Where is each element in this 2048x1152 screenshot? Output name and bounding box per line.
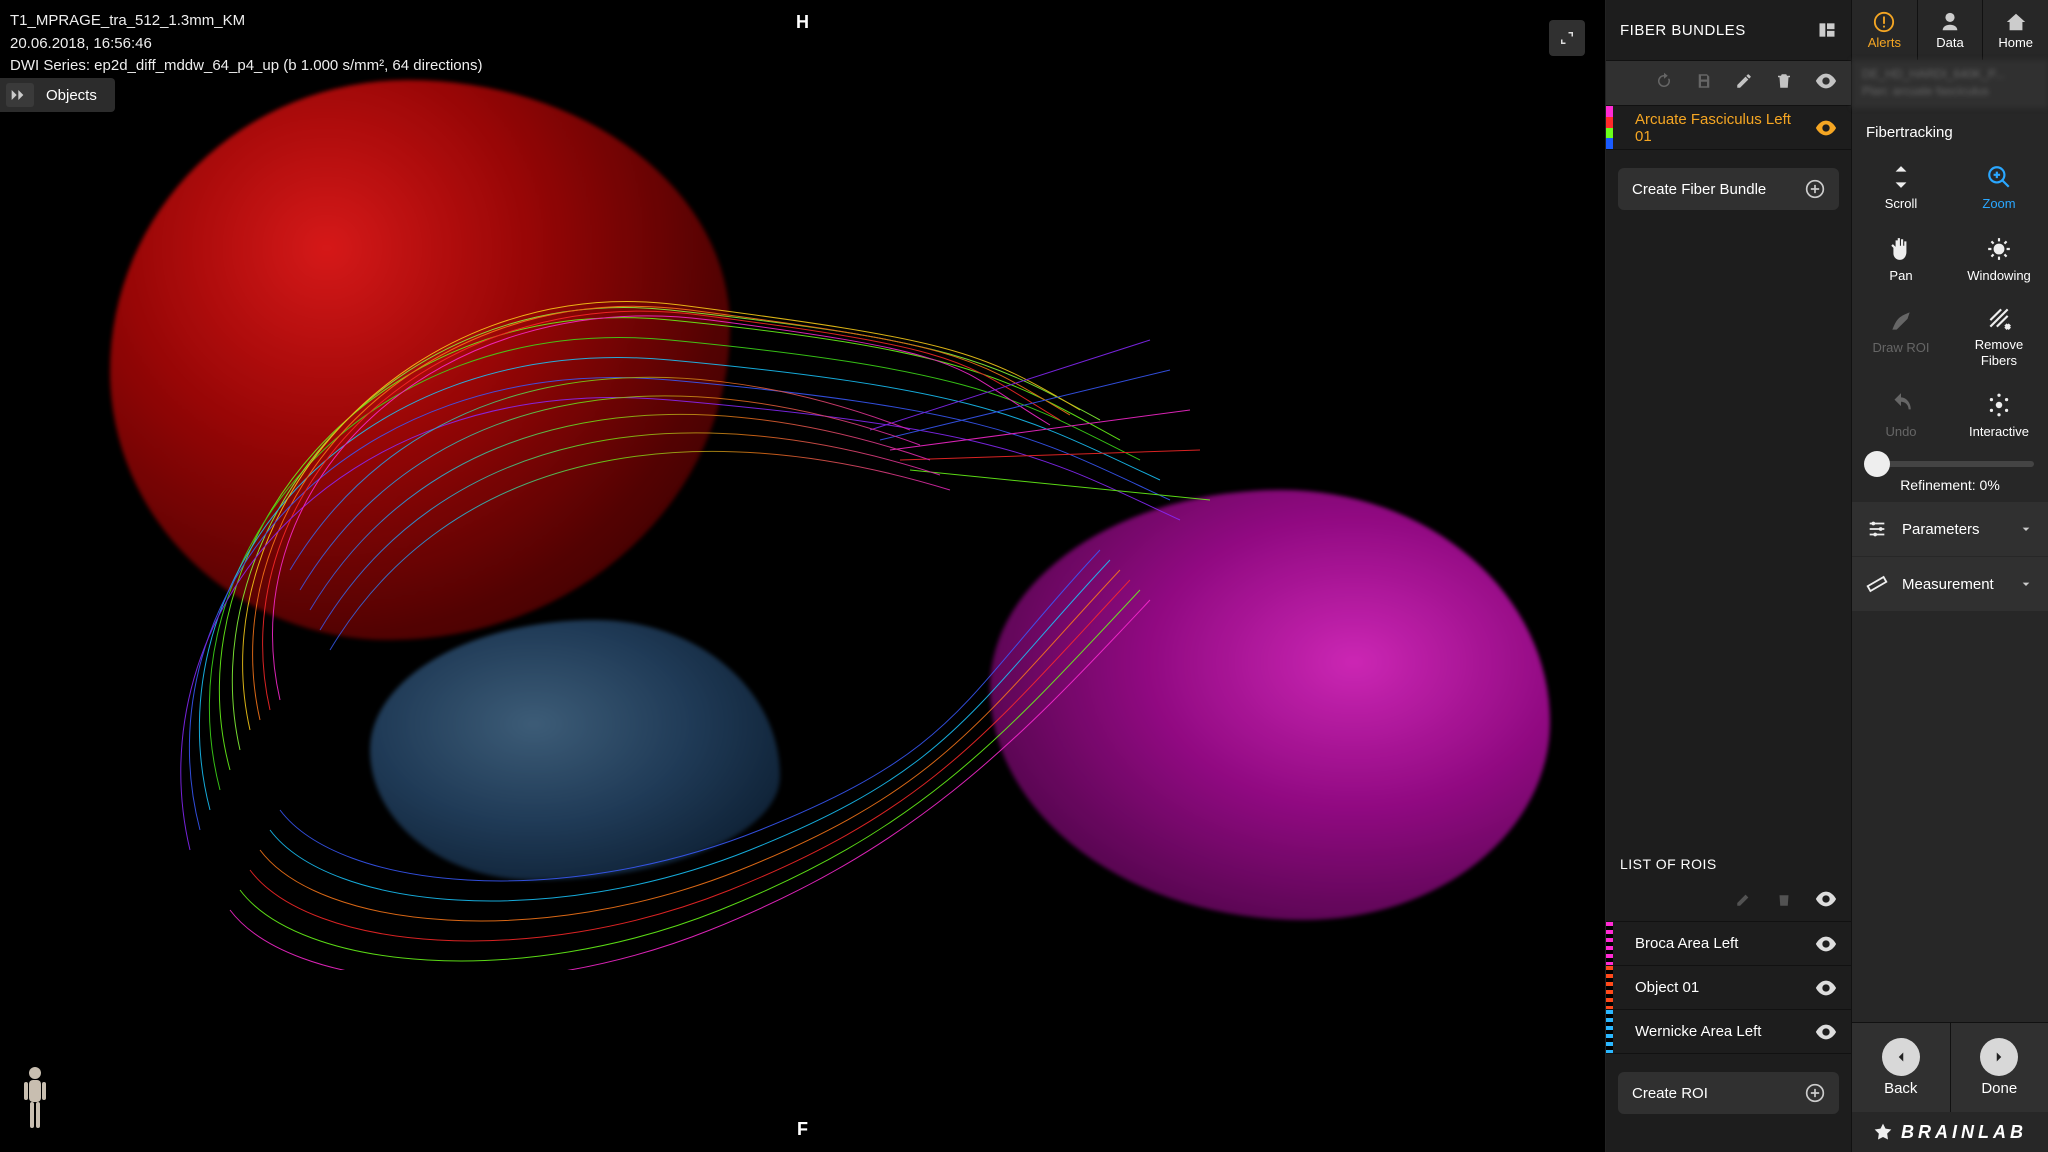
zoom-icon [1986, 164, 2012, 190]
tab-home[interactable]: Home [1982, 0, 2048, 60]
bundle-toolbar [1606, 60, 1851, 106]
tool-zoom[interactable]: Zoom [1950, 151, 2048, 223]
parameters-expander[interactable]: Parameters [1852, 502, 2048, 556]
scroll-icon [1888, 164, 1914, 190]
roi-color-swatch [1606, 966, 1613, 1009]
chevron-right-icon [6, 83, 34, 107]
slider-thumb[interactable] [1864, 451, 1890, 477]
roi-toolbar [1606, 882, 1851, 922]
anatomy-volume-blue [370, 620, 780, 880]
brand-logo: BRAINLAB [1852, 1112, 2048, 1152]
sliders-icon [1866, 518, 1888, 540]
viewport-3d[interactable]: T1_MPRAGE_tra_512_1.3mm_KM 20.06.2018, 1… [0, 0, 1606, 1152]
anatomy-volume-red [110, 80, 730, 640]
interactive-icon [1986, 392, 2012, 418]
patient-info: DE_HD_HARDI_640K_P... Plan: arcuate fasc… [1852, 60, 2048, 108]
roi-label: Wernicke Area Left [1625, 1023, 1803, 1040]
brainlab-icon [1873, 1122, 1893, 1142]
tool-draw-roi[interactable]: Draw ROI [1852, 295, 1950, 367]
save-button[interactable] [1695, 72, 1713, 95]
bundle-color-rail [1606, 106, 1613, 149]
roi-visibility-button[interactable] [1815, 891, 1837, 912]
series-line1: T1_MPRAGE_tra_512_1.3mm_KM [10, 10, 482, 33]
bundle-label: Arcuate Fasciculus Left 01 [1625, 111, 1803, 145]
done-button[interactable]: Done [1950, 1023, 2048, 1112]
refresh-button[interactable] [1655, 72, 1673, 95]
roi-row[interactable]: Wernicke Area Left [1606, 1010, 1851, 1054]
layout-icon[interactable] [1817, 20, 1837, 40]
anatomy-volume-magenta [990, 490, 1550, 920]
eye-icon[interactable] [1815, 936, 1837, 952]
chevron-right-icon [1990, 1048, 2008, 1066]
tool-windowing[interactable]: Windowing [1950, 223, 2048, 295]
measurement-expander[interactable]: Measurement [1852, 557, 2048, 611]
fiber-bundles-panel: FIBER BUNDLES Arcuate Fasciculus Left 01… [1606, 0, 1852, 1152]
visibility-button[interactable] [1815, 73, 1837, 94]
eye-icon[interactable] [1815, 1024, 1837, 1040]
objects-label: Objects [46, 87, 97, 104]
back-button[interactable]: Back [1852, 1023, 1950, 1112]
ruler-icon [1866, 573, 1888, 595]
windowing-icon [1986, 236, 2012, 262]
chevron-left-icon [1892, 1048, 1910, 1066]
tab-alerts[interactable]: Alerts [1852, 0, 1917, 60]
refinement-slider[interactable]: Refinement: 0% [1852, 451, 2048, 501]
tool-scroll[interactable]: Scroll [1852, 151, 1950, 223]
tool-undo[interactable]: Undo [1852, 379, 1950, 451]
fibertracking-title: Fibertracking [1852, 108, 2048, 151]
bundle-row[interactable]: Arcuate Fasciculus Left 01 [1606, 106, 1851, 150]
plus-circle-icon [1805, 179, 1825, 199]
draw-roi-icon [1888, 308, 1914, 334]
roi-color-swatch [1606, 922, 1613, 965]
home-icon [2005, 11, 2027, 33]
eye-icon[interactable] [1815, 120, 1837, 136]
data-icon [1939, 11, 1961, 33]
roi-row[interactable]: Broca Area Left [1606, 922, 1851, 966]
pan-icon [1888, 236, 1914, 262]
series-line2: 20.06.2018, 16:56:46 [10, 33, 482, 56]
remove-fibers-icon [1986, 305, 2012, 331]
orientation-figure-icon [18, 1064, 52, 1134]
delete-button[interactable] [1775, 72, 1793, 95]
roi-label: Object 01 [1625, 979, 1803, 996]
undo-icon [1888, 392, 1914, 418]
edit-button[interactable] [1735, 72, 1753, 95]
roi-edit-button[interactable] [1735, 890, 1753, 913]
orientation-bottom-label: F [797, 1119, 808, 1140]
expand-icon [1558, 29, 1576, 47]
create-roi-button[interactable]: Create ROI [1618, 1072, 1839, 1114]
refinement-label: Refinement: 0% [1866, 477, 2034, 493]
tab-data[interactable]: Data [1917, 0, 1983, 60]
rois-title: LIST OF ROIS [1606, 838, 1851, 882]
orientation-top-label: H [796, 12, 809, 33]
roi-row[interactable]: Object 01 [1606, 966, 1851, 1010]
eye-icon[interactable] [1815, 980, 1837, 996]
roi-color-swatch [1606, 1010, 1613, 1053]
objects-drawer-toggle[interactable]: Objects [0, 78, 115, 112]
create-roi-label: Create ROI [1632, 1085, 1708, 1102]
chevron-down-icon [2018, 576, 2034, 592]
series-line3: DWI Series: ep2d_diff_mddw_64_p4_up (b 1… [10, 55, 482, 78]
tool-pan[interactable]: Pan [1852, 223, 1950, 295]
plus-circle-icon [1805, 1083, 1825, 1103]
tool-interactive[interactable]: Interactive [1950, 379, 2048, 451]
create-bundle-label: Create Fiber Bundle [1632, 181, 1766, 198]
fiber-bundles-title: FIBER BUNDLES [1620, 22, 1746, 39]
fullscreen-toggle-button[interactable] [1549, 20, 1585, 56]
roi-delete-button[interactable] [1775, 890, 1793, 913]
series-info: T1_MPRAGE_tra_512_1.3mm_KM 20.06.2018, 1… [10, 10, 482, 78]
alert-icon [1873, 11, 1895, 33]
tool-remove-fibers[interactable]: RemoveFibers [1950, 295, 2048, 379]
create-fiber-bundle-button[interactable]: Create Fiber Bundle [1618, 168, 1839, 210]
chevron-down-icon [2018, 521, 2034, 537]
roi-label: Broca Area Left [1625, 935, 1803, 952]
right-panel: Alerts Data Home DE_HD_HARDI_640K_P... P… [1852, 0, 2048, 1152]
